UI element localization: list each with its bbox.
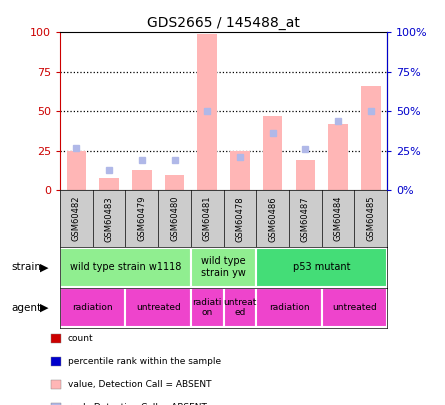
- Bar: [263, 116, 283, 190]
- Bar: [230, 151, 250, 190]
- Text: radiati
on: radiati on: [193, 298, 222, 317]
- Text: wild type
strain yw: wild type strain yw: [201, 256, 246, 278]
- Bar: [67, 151, 86, 190]
- Bar: [165, 175, 184, 190]
- Text: GSM60478: GSM60478: [235, 196, 244, 241]
- Text: strain: strain: [11, 262, 41, 272]
- Bar: [256, 248, 387, 287]
- Bar: [361, 86, 380, 190]
- Bar: [60, 288, 125, 327]
- Text: GSM60481: GSM60481: [203, 196, 212, 241]
- Text: GSM60479: GSM60479: [138, 196, 146, 241]
- Bar: [99, 178, 119, 190]
- Text: GSM60480: GSM60480: [170, 196, 179, 241]
- Text: ▶: ▶: [40, 303, 49, 313]
- Text: value, Detection Call = ABSENT: value, Detection Call = ABSENT: [68, 380, 211, 389]
- Text: GSM60487: GSM60487: [301, 196, 310, 241]
- Bar: [198, 34, 217, 190]
- Text: GSM60486: GSM60486: [268, 196, 277, 241]
- Bar: [191, 288, 224, 327]
- Text: rank, Detection Call = ABSENT: rank, Detection Call = ABSENT: [68, 403, 206, 405]
- Text: count: count: [68, 334, 93, 343]
- Bar: [191, 248, 256, 287]
- Text: GSM60485: GSM60485: [366, 196, 375, 241]
- Bar: [295, 160, 315, 190]
- Text: untreat
ed: untreat ed: [223, 298, 257, 317]
- Text: percentile rank within the sample: percentile rank within the sample: [68, 357, 221, 366]
- Text: wild type strain w1118: wild type strain w1118: [70, 262, 181, 272]
- Bar: [132, 170, 152, 190]
- Text: GSM60483: GSM60483: [105, 196, 113, 241]
- Text: GSM60484: GSM60484: [334, 196, 343, 241]
- Text: GSM60482: GSM60482: [72, 196, 81, 241]
- Bar: [322, 288, 387, 327]
- Text: ▶: ▶: [40, 262, 49, 272]
- Text: p53 mutant: p53 mutant: [293, 262, 351, 272]
- Bar: [224, 288, 256, 327]
- Text: agent: agent: [11, 303, 41, 313]
- Bar: [125, 288, 191, 327]
- Title: GDS2665 / 145488_at: GDS2665 / 145488_at: [147, 16, 300, 30]
- Text: radiation: radiation: [269, 303, 309, 312]
- Bar: [60, 248, 191, 287]
- Bar: [328, 124, 348, 190]
- Bar: [256, 288, 322, 327]
- Text: radiation: radiation: [73, 303, 113, 312]
- Text: untreated: untreated: [332, 303, 377, 312]
- Text: untreated: untreated: [136, 303, 181, 312]
